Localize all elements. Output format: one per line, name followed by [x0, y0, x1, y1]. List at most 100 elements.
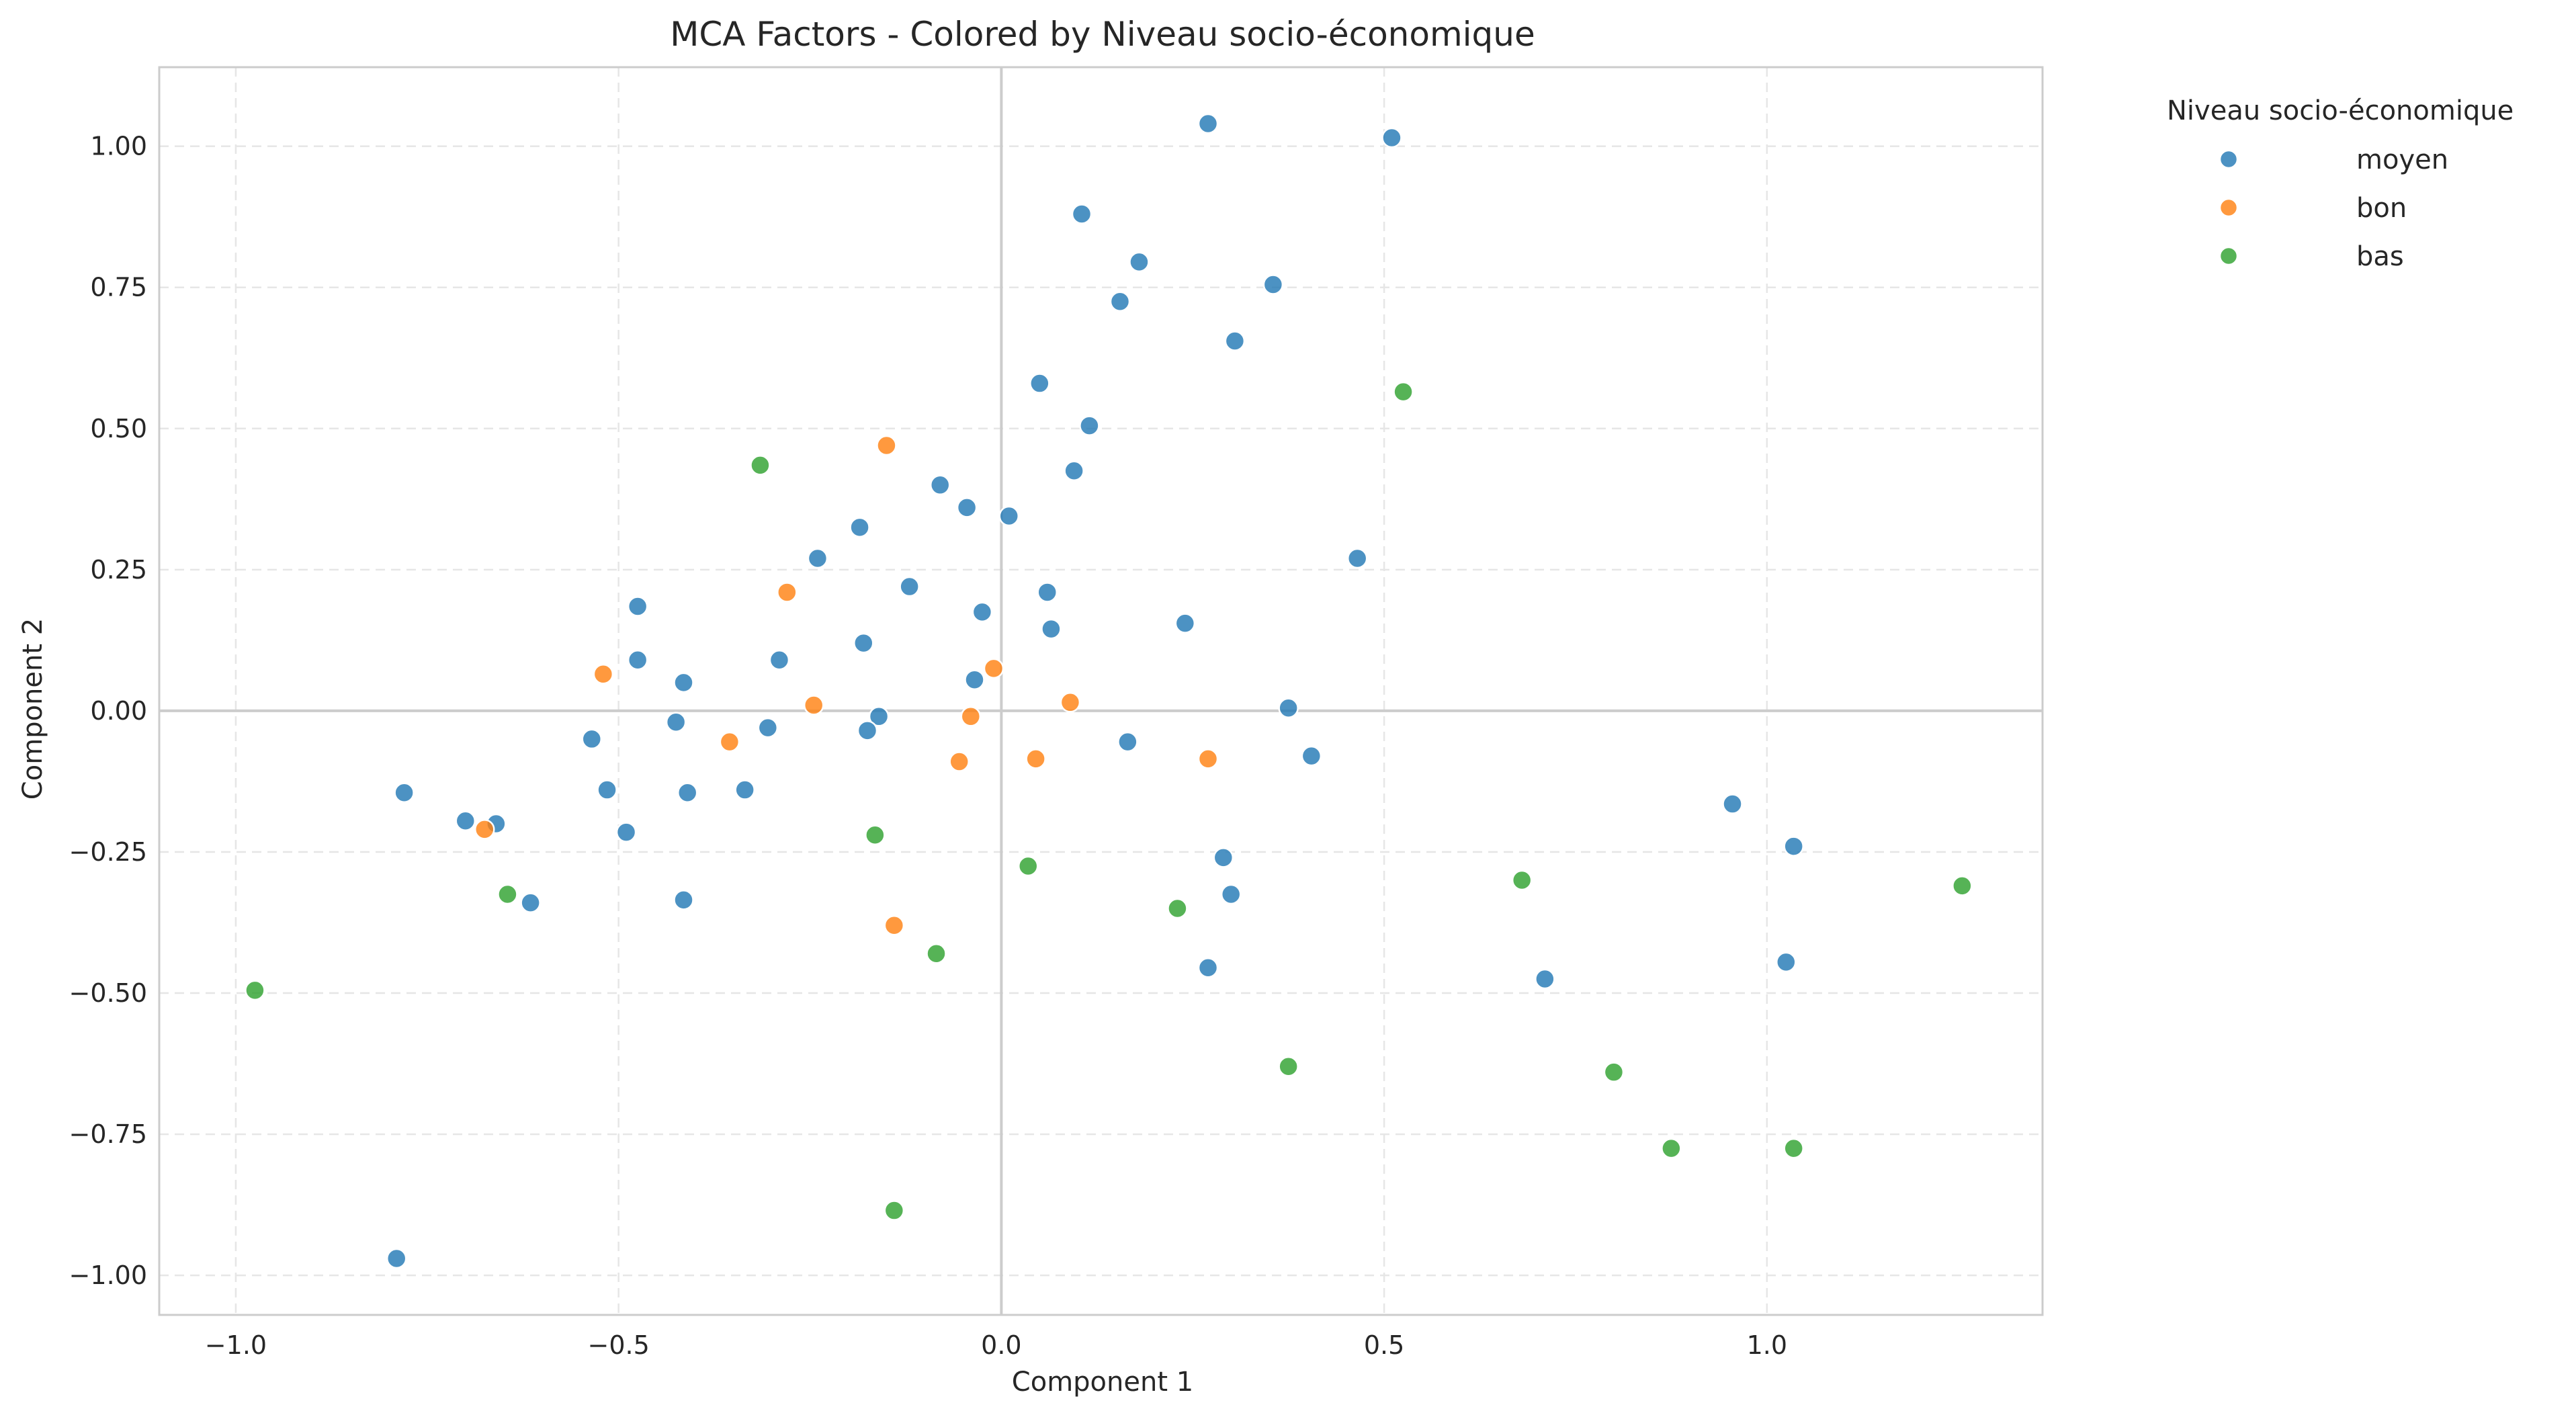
- data-point-moyen: [1783, 836, 1804, 857]
- legend-marker-bon: [2219, 198, 2239, 218]
- series-bon: [474, 435, 1219, 936]
- legend-marker-bas: [2219, 246, 2239, 266]
- data-point-moyen: [849, 517, 870, 538]
- data-point-moyen: [1071, 204, 1092, 224]
- data-point-moyen: [677, 782, 698, 803]
- y-tick-label: 0.00: [90, 696, 147, 726]
- data-point-moyen: [1029, 373, 1050, 394]
- data-point-bas: [1783, 1138, 1804, 1159]
- data-point-moyen: [581, 728, 603, 750]
- series-moyen: [386, 113, 1804, 1269]
- data-point-moyen: [1301, 745, 1322, 767]
- data-point-bon: [593, 664, 614, 685]
- data-point-bon: [983, 658, 1004, 679]
- data-point-moyen: [1262, 274, 1284, 295]
- data-point-bon: [719, 731, 740, 753]
- data-point-moyen: [1776, 951, 1797, 973]
- data-point-bas: [1018, 855, 1039, 877]
- data-point-moyen: [857, 720, 878, 741]
- x-tick-label: 1.0: [1747, 1330, 1787, 1360]
- data-point-moyen: [597, 779, 617, 800]
- data-point-moyen: [1224, 331, 1246, 351]
- chart-title: MCA Factors - Colored by Niveau socio-éc…: [670, 15, 1535, 54]
- data-point-moyen: [627, 650, 648, 671]
- x-tick-label: −1.0: [205, 1330, 267, 1360]
- data-point-bon: [876, 435, 897, 456]
- data-point-moyen: [1197, 113, 1219, 134]
- legend: Niveau socio-économique moyen bon bas: [2167, 95, 2514, 272]
- x-tick-label: −0.5: [588, 1330, 650, 1360]
- y-tick-label: 0.50: [90, 414, 147, 443]
- data-point-moyen: [1381, 127, 1402, 148]
- data-point-moyen: [673, 890, 694, 910]
- data-point-bon: [803, 695, 824, 716]
- data-point-moyen: [627, 596, 648, 617]
- data-point-bon: [1060, 692, 1081, 713]
- data-point-moyen: [1722, 794, 1743, 814]
- data-point-moyen: [734, 779, 755, 800]
- data-point-bon: [1197, 749, 1219, 769]
- data-point-bas: [1393, 381, 1414, 402]
- data-point-moyen: [1037, 582, 1058, 603]
- data-point-bas: [750, 455, 771, 476]
- data-point-moyen: [1197, 957, 1219, 978]
- data-point-moyen: [520, 892, 541, 913]
- x-tick-label: 0.0: [981, 1330, 1021, 1360]
- legend-label-bon: bon: [2356, 193, 2407, 224]
- data-point-moyen: [1064, 460, 1084, 482]
- data-point-moyen: [1109, 291, 1131, 312]
- data-point-moyen: [998, 505, 1020, 527]
- data-point-moyen: [964, 669, 985, 690]
- data-point-moyen: [807, 548, 828, 569]
- data-point-moyen: [972, 601, 993, 623]
- data-point-moyen: [1213, 847, 1234, 868]
- y-tick-label: 0.25: [90, 555, 147, 585]
- plot-frame: [158, 66, 2044, 1316]
- data-point-moyen: [769, 650, 790, 671]
- data-point-bas: [1603, 1062, 1625, 1082]
- legend-title: Niveau socio-économique: [2167, 95, 2514, 126]
- legend-label-bas: bas: [2356, 241, 2404, 272]
- data-point-moyen: [615, 822, 637, 843]
- data-point-bon: [777, 582, 798, 603]
- y-tick-label: −0.75: [69, 1119, 147, 1149]
- legend-label-moyen: moyen: [2356, 144, 2448, 175]
- data-point-moyen: [956, 497, 978, 518]
- data-point-bas: [497, 884, 518, 905]
- plot-area: −1.0 −0.5 0.0 0.5 1.0 −1.00 −0.75 −0.50 −0.25 0.0…: [69, 66, 2044, 1360]
- data-point-bon: [884, 914, 905, 936]
- data-point-moyen: [673, 672, 694, 693]
- data-point-bas: [1167, 898, 1188, 919]
- data-point-bas: [1278, 1056, 1299, 1077]
- data-point-moyen: [853, 632, 874, 654]
- data-point-bas: [884, 1200, 905, 1221]
- data-point-moyen: [665, 712, 687, 732]
- data-point-moyen: [1220, 884, 1242, 905]
- data-point-moyen: [1041, 618, 1062, 640]
- data-point-moyen: [757, 717, 779, 738]
- data-point-bon: [949, 751, 970, 772]
- data-point-bon: [474, 819, 495, 840]
- data-point-moyen: [1174, 613, 1196, 634]
- x-axis-label: Component 1: [1012, 1367, 1193, 1398]
- data-point-moyen: [899, 576, 920, 597]
- y-axis-label: Component 2: [17, 618, 48, 800]
- y-tick-label: 0.75: [90, 273, 147, 302]
- data-point-moyen: [455, 810, 476, 832]
- data-point-bas: [926, 943, 947, 964]
- data-point-bas: [1661, 1138, 1682, 1159]
- data-point-moyen: [1117, 731, 1138, 753]
- data-point-bas: [865, 824, 886, 846]
- legend-marker-moyen: [2219, 149, 2239, 169]
- data-point-moyen: [1129, 251, 1150, 273]
- data-point-moyen: [1346, 548, 1368, 569]
- data-point-bas: [245, 980, 265, 1001]
- y-tick-label: −0.25: [69, 837, 147, 867]
- data-point-bon: [1025, 749, 1046, 769]
- series-bas: [245, 381, 1973, 1221]
- data-point-moyen: [1535, 968, 1555, 990]
- data-point-moyen: [1278, 697, 1299, 718]
- data-point-moyen: [386, 1248, 407, 1269]
- y-tick-label: 1.00: [90, 132, 147, 161]
